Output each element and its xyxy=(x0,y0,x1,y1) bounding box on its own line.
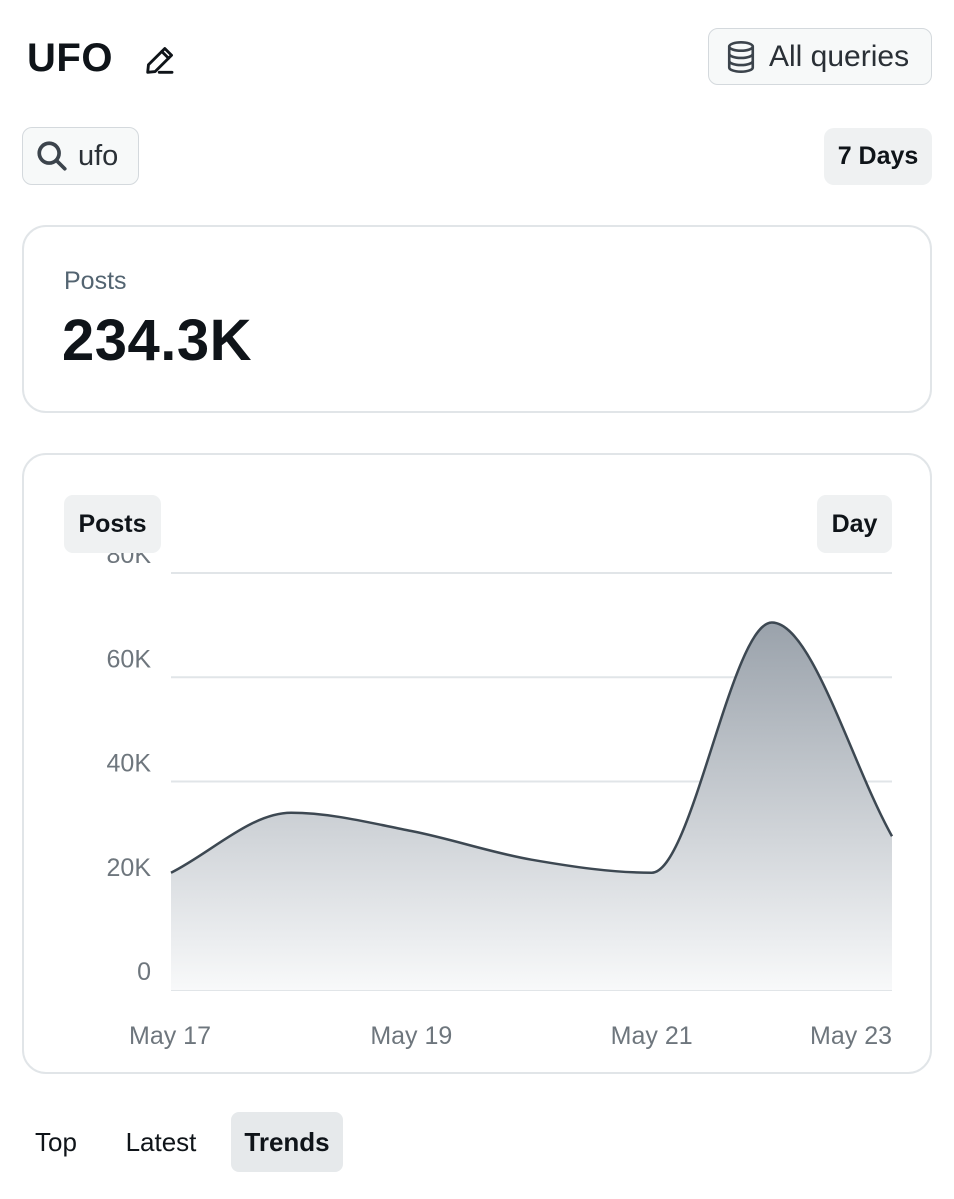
x-tick-label: May 21 xyxy=(611,1022,693,1050)
time-range-button[interactable]: 7 Days xyxy=(824,128,932,185)
y-tick-label: 0 xyxy=(137,958,151,986)
all-queries-button[interactable]: All queries xyxy=(708,28,932,85)
search-icon xyxy=(37,141,67,171)
stat-value: 234.3K xyxy=(62,308,253,373)
all-queries-label: All queries xyxy=(769,39,910,73)
series-line xyxy=(170,621,894,874)
y-tick-label: 20K xyxy=(107,854,152,882)
x-tick-label: May 17 xyxy=(129,1022,211,1050)
stat-label: Posts xyxy=(64,267,127,295)
y-tick-label: 60K xyxy=(107,645,152,673)
tab-trends[interactable]: Trends xyxy=(231,1112,343,1172)
page-header: UFO All queries xyxy=(0,0,954,110)
tab-top[interactable]: Top xyxy=(35,1126,77,1157)
interval-selector-button[interactable]: Day xyxy=(817,495,892,553)
x-tick-label: May 23 xyxy=(810,1022,892,1050)
edit-title-button[interactable] xyxy=(138,38,182,82)
search-query-chip[interactable]: ufo xyxy=(22,127,139,185)
view-tabs: Top Latest Trends xyxy=(0,1112,954,1172)
metric-selector-button[interactable]: Posts xyxy=(64,495,161,553)
x-tick-label: May 19 xyxy=(370,1022,452,1050)
search-query-text: ufo xyxy=(78,139,119,172)
y-tick-label: 40K xyxy=(107,750,152,778)
pencil-icon xyxy=(146,47,174,74)
posts-stat-card: Posts 234.3K xyxy=(22,225,932,413)
database-icon xyxy=(727,40,755,73)
page-title: UFO xyxy=(27,36,113,80)
series-area-fill xyxy=(171,622,892,990)
trend-chart-card: 0 20K 40K 60K 80K May 17 May 19 May 21 May 23 Po… xyxy=(22,453,932,1074)
tab-latest[interactable]: Latest xyxy=(125,1126,197,1157)
